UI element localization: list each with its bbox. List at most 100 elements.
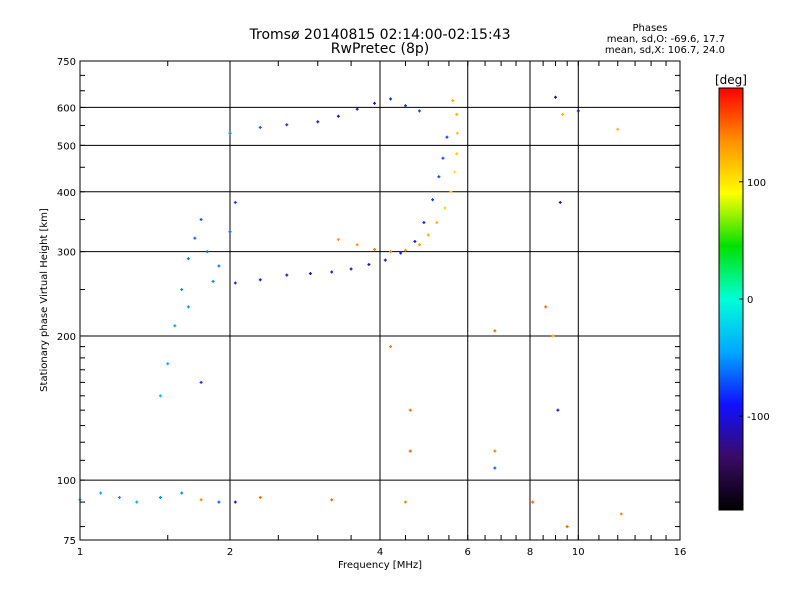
data-point [531,500,535,504]
colorbar-tick-label: -100 [747,412,770,423]
data-point [166,362,170,366]
data-point [403,500,407,504]
data-point [389,250,393,254]
data-point [99,491,103,495]
stats-heading: Phases [632,23,668,34]
data-point [336,237,340,241]
data-point [205,250,209,254]
y-tick-label: 300 [57,248,76,259]
data-points [78,95,623,529]
data-point [544,305,548,309]
data-point [193,236,197,240]
data-point [551,334,555,338]
x-axis: 1 2 4 6 8 10 16 [77,61,687,558]
x-tick-label: 8 [527,547,533,558]
data-point [426,233,430,237]
colorbar-tick-label: 100 [747,178,766,189]
data-point [493,449,497,453]
stats-x-line: mean, sd,X: 106.7, 24.0 [604,45,725,56]
data-point [417,109,421,113]
data-point [453,170,457,174]
data-point [316,120,320,124]
data-point [355,243,359,247]
data-point [117,495,121,499]
data-point [619,512,623,516]
x-axis-label: Frequency [MHz] [338,560,422,571]
data-point [308,272,312,276]
data-point [435,221,439,225]
x-tick-label: 4 [377,547,383,558]
data-point [493,329,497,333]
chart-title: Tromsø 20140815 02:14:00-02:15:43 [249,27,511,43]
data-point [493,466,497,470]
data-point [285,123,289,127]
data-point [233,281,237,285]
data-point [211,279,215,283]
data-point [217,264,221,268]
data-point [180,491,184,495]
colorbar-tick-label: 0 [747,295,753,306]
stats-o-line: mean, sd,O: -69.6, 17.7 [606,34,725,45]
data-point [389,97,393,101]
data-point [199,498,203,502]
data-point [565,525,569,529]
data-point [173,324,177,328]
data-point [389,345,393,349]
colorbar: -100 0 100 [deg] [715,73,770,511]
data-point [553,95,557,99]
data-point [558,200,562,204]
x-tick-label: 2 [227,547,233,558]
data-point [186,305,190,309]
data-point [556,408,560,412]
data-point [258,125,262,129]
data-point [413,239,417,243]
x-tick-label: 1 [77,547,83,558]
data-point [158,495,162,499]
data-point [199,380,203,384]
y-tick-label: 400 [57,188,76,199]
data-point [367,262,371,266]
data-point [403,104,407,108]
data-point [383,258,387,262]
y-axis-label: Stationary phase Virtual Height [km] [39,208,50,392]
data-point [408,449,412,453]
data-point [217,500,221,504]
data-point [431,198,435,202]
data-point [445,135,449,139]
data-point [330,498,334,502]
data-point [455,152,459,156]
x-tick-label: 10 [572,547,585,558]
data-point [422,221,426,225]
y-tick-label: 750 [57,57,76,68]
y-tick-label: 100 [57,476,76,487]
data-point [233,500,237,504]
data-point [403,248,407,252]
x-tick-label: 16 [674,547,687,558]
data-point [417,243,421,247]
data-point [355,107,359,111]
data-point [576,109,580,113]
data-point [443,206,447,210]
data-point [451,99,455,103]
colorbar-label: [deg] [715,73,747,87]
data-point [285,273,289,277]
data-point [330,270,334,274]
data-point [228,230,232,234]
data-point [373,101,377,105]
x-tick-label: 6 [465,547,471,558]
data-point [186,257,190,261]
data-point [336,114,340,118]
data-point [455,112,459,116]
data-point [437,175,441,179]
data-point [399,251,403,255]
data-point [199,218,203,222]
y-tick-label: 600 [57,103,76,114]
chart-subtitle: RwPretec (8p) [330,41,430,57]
data-point [158,394,162,398]
data-point [441,156,445,160]
grid-lines [80,61,680,540]
data-point [349,267,353,271]
data-point [258,495,262,499]
data-point [616,127,620,131]
